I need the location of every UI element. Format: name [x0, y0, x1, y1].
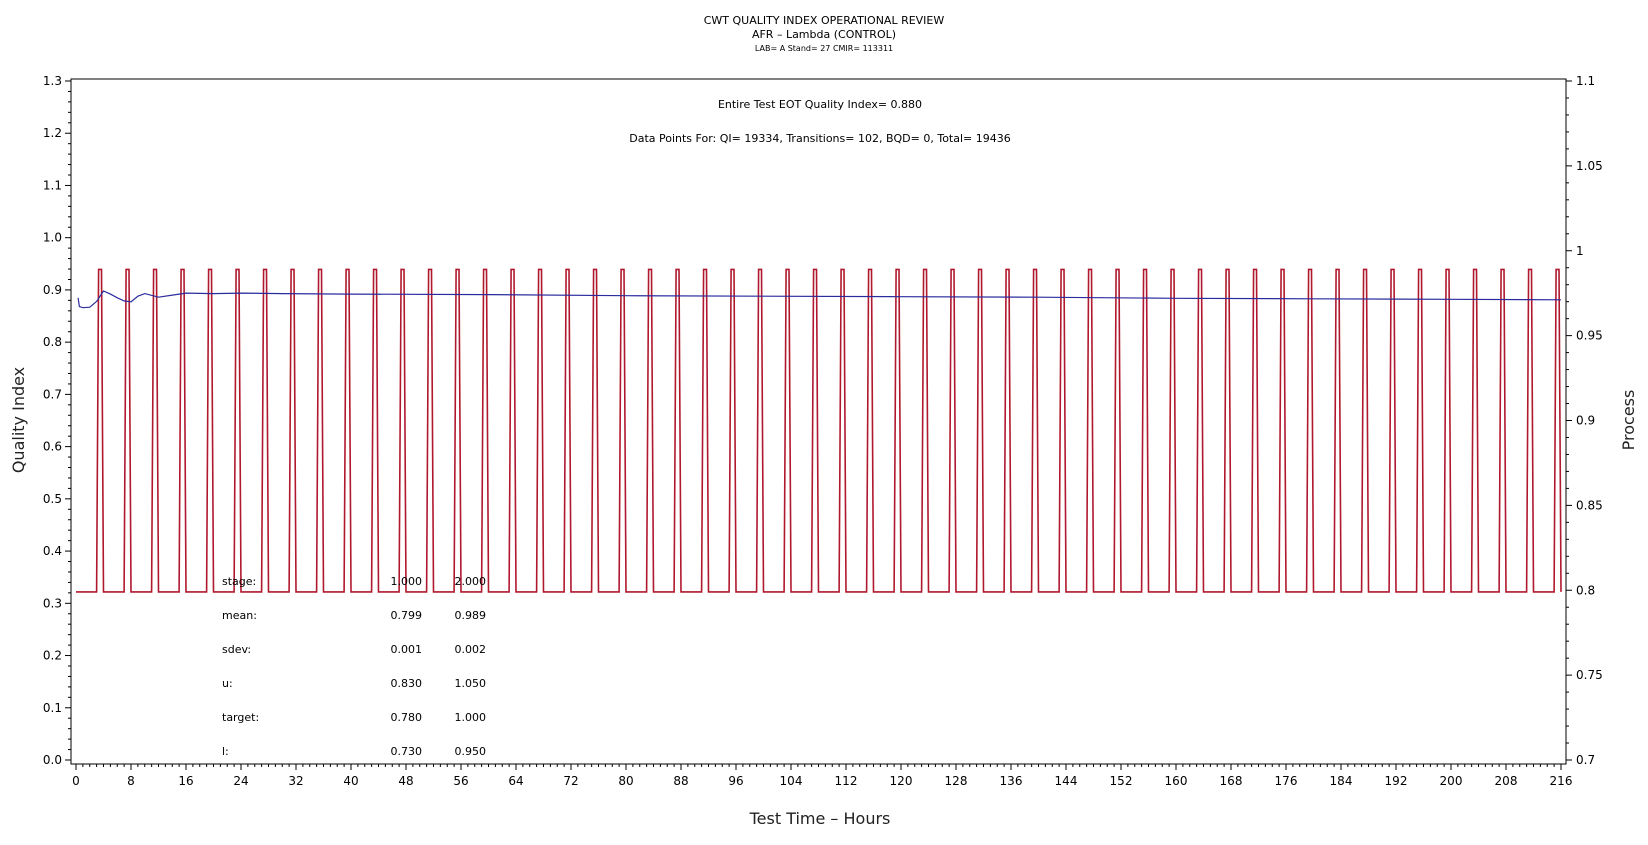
- y2-tick-label: 0.9: [1576, 414, 1595, 428]
- stats-row-value-2: 1.050: [455, 677, 487, 690]
- stats-table: stage: 1.000 2.000 mean: 0.799 0.989 sdev: 0.00…: [222, 575, 486, 758]
- x-axis-label: Test Time – Hours: [749, 809, 891, 828]
- y2-tick-label: 1.05: [1576, 159, 1603, 173]
- x-tick-label: 40: [343, 774, 358, 788]
- stats-row-value-1: 0.830: [391, 677, 423, 690]
- y-tick-label: 0.2: [43, 649, 62, 663]
- y-tick-label: 0.1: [43, 701, 62, 715]
- x-tick-label: 96: [728, 774, 743, 788]
- data-points-annotation: Data Points For: QI= 19334, Transitions=…: [629, 132, 1011, 145]
- y-tick-label: 1.2: [43, 126, 62, 140]
- x-tick-label: 112: [835, 774, 858, 788]
- stats-row-value-1: 0.730: [391, 745, 423, 758]
- series-layer: [76, 268, 1562, 593]
- left-axis: 0.0 0.1 0.2 0.3 0.4 0.5 0.6 0.7 0.8 0.9 1.0 1.1 1.2 1…: [43, 74, 71, 767]
- x-tick-label: 184: [1330, 774, 1353, 788]
- y2-tick-label: 0.7: [1576, 753, 1595, 767]
- x-tick-label: 0: [72, 774, 80, 788]
- stats-row-label: u:: [222, 677, 233, 690]
- x-tick-label: 128: [945, 774, 968, 788]
- y2-tick-label: 0.75: [1576, 668, 1603, 682]
- y-tick-label: 1.1: [43, 178, 62, 192]
- process-series-line: [76, 268, 1562, 593]
- y-tick-label: 1.3: [43, 74, 62, 88]
- stats-row-value-1: 1.000: [391, 575, 423, 588]
- quality-index-series-line: [77, 290, 1562, 309]
- x-tick-label: 168: [1220, 774, 1243, 788]
- y-tick-label: 0.3: [43, 596, 62, 610]
- chart-info: LAB= A Stand= 27 CMIR= 113311: [755, 44, 893, 53]
- right-axis: 0.7 0.75 0.8 0.85 0.9 0.95 1 1.05 1.1: [1566, 74, 1603, 767]
- stats-row-value-2: 0.989: [455, 609, 487, 622]
- x-tick-label: 80: [618, 774, 633, 788]
- x-tick-label: 24: [233, 774, 248, 788]
- stats-row-value-2: 2.000: [455, 575, 487, 588]
- x-tick-label: 48: [398, 774, 413, 788]
- stats-row-value-1: 0.001: [391, 643, 423, 656]
- y2-tick-label: 0.95: [1576, 329, 1603, 343]
- stats-row-label: sdev:: [222, 643, 251, 656]
- y-tick-label: 0.8: [43, 335, 62, 349]
- x-tick-label: 32: [288, 774, 303, 788]
- y-tick-label: 0.4: [43, 544, 62, 558]
- stats-row-label: l:: [222, 745, 229, 758]
- chart-subtitle: AFR – Lambda (CONTROL): [752, 28, 896, 41]
- x-tick-label: 72: [563, 774, 578, 788]
- bottom-axis: 0 8 16 24 32 40 48 56 64 72 80 88 96 104 112 120 128 136 1…: [72, 764, 1572, 788]
- stats-row-value-2: 0.002: [455, 643, 487, 656]
- x-tick-label: 120: [890, 774, 913, 788]
- y-tick-label: 0.5: [43, 492, 62, 506]
- x-tick-label: 176: [1275, 774, 1298, 788]
- y-tick-label: 0.7: [43, 387, 62, 401]
- x-tick-label: 144: [1055, 774, 1078, 788]
- stats-row-value-1: 0.799: [391, 609, 423, 622]
- stats-row-value-2: 0.950: [455, 745, 487, 758]
- y2-tick-label: 0.8: [1576, 583, 1595, 597]
- stats-row-value-2: 1.000: [455, 711, 487, 724]
- y2-tick-label: 0.85: [1576, 498, 1603, 512]
- y-tick-label: 1.0: [43, 231, 62, 245]
- x-tick-label: 64: [508, 774, 523, 788]
- y2-tick-label: 1: [1576, 244, 1584, 258]
- stats-row-label: mean:: [222, 609, 257, 622]
- chart-title: CWT QUALITY INDEX OPERATIONAL REVIEW: [704, 14, 945, 27]
- stats-row-value-1: 0.780: [391, 711, 423, 724]
- stats-row-label: stage:: [222, 575, 256, 588]
- y-tick-label: 0.0: [43, 753, 62, 767]
- y-tick-label: 0.9: [43, 283, 62, 297]
- y-tick-label: 0.6: [43, 440, 62, 454]
- x-tick-label: 208: [1495, 774, 1518, 788]
- y-axis-label: Quality Index: [9, 367, 28, 473]
- x-tick-label: 160: [1165, 774, 1188, 788]
- x-tick-label: 216: [1550, 774, 1573, 788]
- x-tick-label: 56: [453, 774, 468, 788]
- y2-tick-label: 1.1: [1576, 74, 1595, 88]
- x-tick-label: 104: [780, 774, 803, 788]
- x-tick-label: 152: [1110, 774, 1133, 788]
- y2-axis-label: Process: [1619, 390, 1638, 451]
- x-tick-label: 136: [1000, 774, 1023, 788]
- x-tick-label: 88: [673, 774, 688, 788]
- x-tick-label: 8: [127, 774, 135, 788]
- x-tick-label: 192: [1385, 774, 1408, 788]
- stats-row-label: target:: [222, 711, 259, 724]
- x-tick-label: 200: [1440, 774, 1463, 788]
- x-tick-label: 16: [178, 774, 193, 788]
- eot-annotation: Entire Test EOT Quality Index= 0.880: [718, 98, 922, 111]
